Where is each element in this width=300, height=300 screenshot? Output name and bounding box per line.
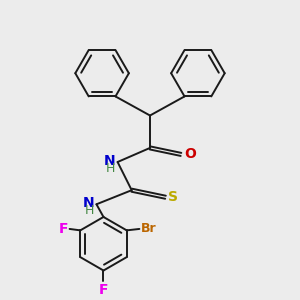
Text: N: N: [82, 196, 94, 210]
Text: S: S: [168, 190, 178, 204]
Text: N: N: [104, 154, 115, 168]
Text: H: H: [106, 162, 115, 175]
Text: F: F: [59, 222, 68, 236]
Text: Br: Br: [141, 222, 156, 236]
Text: H: H: [85, 204, 94, 217]
Text: F: F: [99, 283, 108, 297]
Text: O: O: [185, 147, 197, 161]
